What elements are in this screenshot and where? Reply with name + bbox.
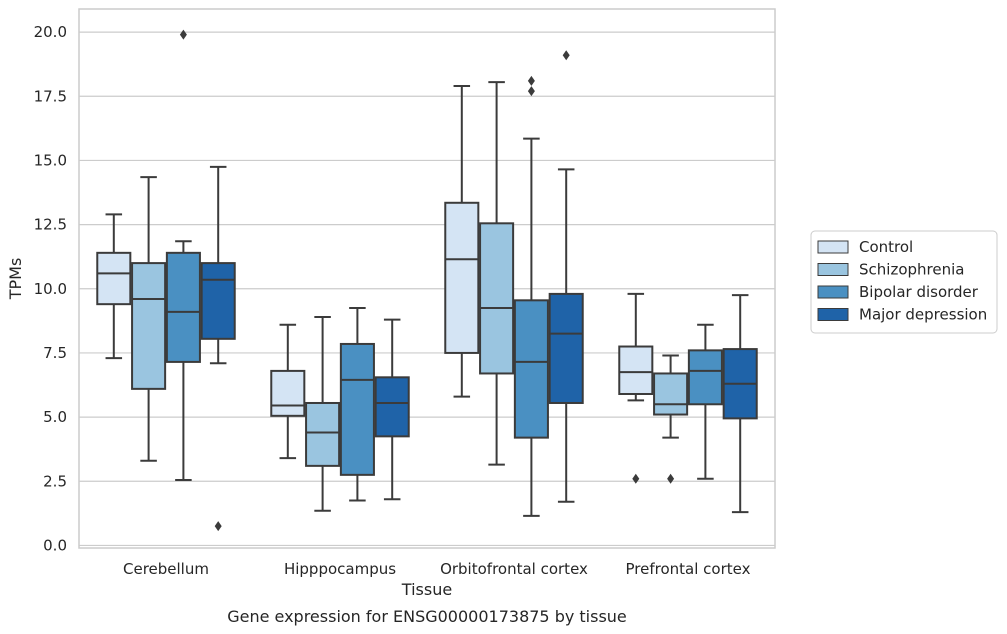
- legend-item: Bipolar disorder: [817, 283, 979, 301]
- outlier-point: [667, 473, 675, 484]
- x-axis-label: Tissue: [401, 580, 452, 599]
- box-0-0: [96, 213, 132, 360]
- y-tick-label: 15.0: [34, 151, 67, 169]
- y-tick-label: 20.0: [34, 23, 67, 41]
- legend-label: Control: [859, 238, 913, 256]
- legend-item: Major depression: [817, 306, 987, 324]
- y-axis-label: TPMs: [6, 258, 25, 301]
- legend-swatch: [817, 308, 849, 321]
- outlier-point: [527, 75, 535, 86]
- x-tick-label: Hipppocampus: [284, 560, 396, 578]
- chart-caption: Gene expression for ENSG00000173875 by t…: [227, 607, 627, 626]
- legend-swatch: [817, 263, 849, 276]
- legend: Control Schizophrenia Bipolar disorder Majo…: [810, 230, 998, 334]
- box-2-1: [479, 81, 515, 466]
- box-0-2: [165, 29, 201, 481]
- y-tick-label: 17.5: [34, 87, 67, 105]
- box-plots: [96, 29, 758, 532]
- outlier-point: [527, 86, 535, 97]
- legend-frame: [810, 230, 998, 334]
- box-3-2: [687, 323, 723, 480]
- box: [305, 401, 341, 467]
- legend-item: Schizophrenia: [817, 261, 964, 279]
- box-1-0: [270, 323, 306, 460]
- box: [687, 349, 723, 406]
- x-tick-label: Prefrontal cortex: [626, 560, 751, 578]
- legend-swatch: [817, 240, 849, 254]
- box-1-3: [374, 318, 410, 501]
- box: [444, 201, 480, 354]
- box: [131, 262, 167, 390]
- box-3-0: [618, 292, 654, 484]
- box-2-3: [548, 50, 584, 503]
- box-3-1: [653, 354, 689, 484]
- box: [96, 251, 132, 306]
- box-1-1: [305, 316, 341, 512]
- box-2-0: [444, 85, 480, 398]
- box: [339, 342, 375, 476]
- y-tick-label: 5.0: [43, 408, 67, 426]
- box: [479, 222, 515, 375]
- box: [270, 369, 306, 417]
- x-tick-label: Orbitofrontal cortex: [440, 560, 588, 578]
- outlier-point: [562, 50, 570, 61]
- box: [548, 292, 584, 404]
- outlier-point: [632, 473, 640, 484]
- y-tick-label: 12.5: [34, 216, 67, 234]
- legend-label: Major depression: [859, 306, 987, 324]
- box: [200, 262, 236, 340]
- legend-label: Bipolar disorder: [859, 283, 979, 301]
- box-3-3: [722, 294, 758, 514]
- box: [653, 372, 689, 416]
- y-tick-label: 10.0: [34, 280, 67, 298]
- outlier-point: [214, 521, 222, 532]
- legend-swatch: [817, 285, 849, 299]
- x-tick-labels: Cerebellum Hipppocampus Orbitofrontal cort…: [123, 560, 751, 578]
- box: [513, 299, 549, 439]
- box-2-2: [513, 75, 549, 517]
- x-tick-label: Cerebellum: [123, 560, 209, 578]
- y-tick-label: 2.5: [43, 472, 67, 490]
- box-0-3: [200, 165, 236, 532]
- box: [374, 376, 410, 438]
- legend-item: Control: [817, 238, 913, 256]
- box-1-2: [339, 307, 375, 502]
- outlier-point: [179, 29, 187, 40]
- box: [165, 251, 201, 363]
- y-tick-label: 7.5: [43, 344, 67, 362]
- box: [618, 345, 654, 395]
- plot-frame: [78, 8, 776, 549]
- box-0-1: [131, 176, 167, 462]
- legend-label: Schizophrenia: [859, 261, 964, 279]
- y-tick-labels: 0.0 2.5 5.0 7.5 10.0 12.5 15.0 17.5 20.0: [34, 23, 67, 554]
- y-tick-label: 0.0: [43, 536, 67, 554]
